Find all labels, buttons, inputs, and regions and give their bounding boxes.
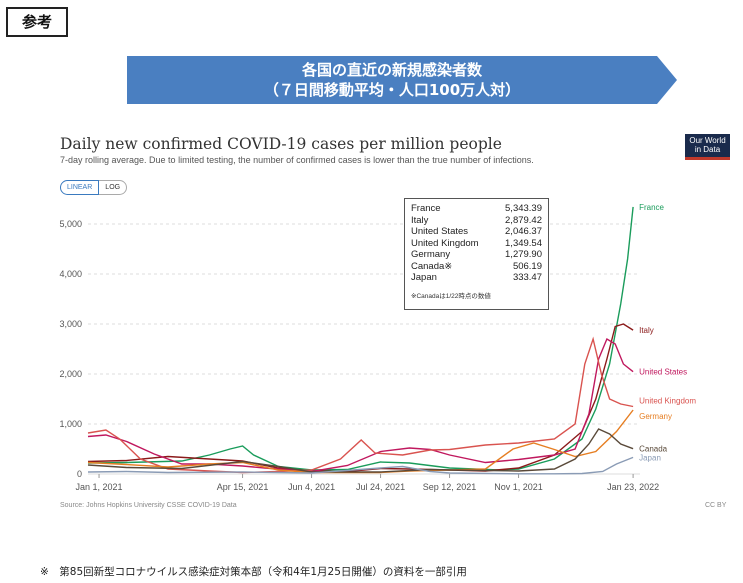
y-tick-label: 1,000: [59, 419, 82, 429]
value-row: France 5,343.39: [411, 203, 542, 215]
value-row: Japan 333.47: [411, 272, 542, 284]
scale-toggle: LINEAR LOG: [60, 180, 128, 195]
value-row-number: 1,349.54: [505, 237, 542, 249]
banner-line-1: 各国の直近の新規感染者数: [301, 61, 482, 79]
logo-line-1: Our World: [689, 136, 726, 145]
logo-line-2: in Data: [694, 145, 721, 154]
banner-line-2: （７日間移動平均・人口100万人対）: [263, 81, 521, 99]
series-label: Canada: [639, 445, 668, 454]
reference-tag: 参考: [6, 7, 68, 37]
value-row-number: 1,279.90: [505, 249, 542, 260]
chart-title: Daily new confirmed COVID-19 cases per m…: [60, 135, 502, 153]
line-chart: 0 1,000 2,000 3,000 4,000 5,000 Jan 1, 2021 Apr…: [59, 203, 696, 492]
linear-tab[interactable]: LINEAR: [60, 180, 100, 195]
series-label: Italy: [639, 326, 654, 335]
value-row-country: United States: [411, 226, 469, 237]
series-label: Germany: [639, 412, 672, 421]
log-tab[interactable]: LOG: [99, 180, 128, 195]
banner-arrow-shape: [127, 56, 677, 104]
value-row-number: 5,343.39: [505, 203, 542, 214]
y-tick-label: 0: [77, 469, 82, 479]
series-line-united-kingdom: [87, 336, 634, 474]
title-banner: [127, 56, 677, 104]
x-tick-label: Jun 4, 2021: [288, 482, 335, 492]
y-tick-label: 4,000: [59, 269, 82, 279]
x-tick-label: Jan 1, 2021: [76, 482, 123, 492]
value-row-country: Japan: [411, 272, 437, 283]
y-tick-label: 3,000: [59, 319, 82, 329]
y-tick-label: 2,000: [59, 369, 82, 379]
value-row-country: Italy: [411, 214, 429, 226]
x-tick-label: Apr 15, 2021: [217, 482, 269, 492]
value-row-number: 2,879.42: [505, 214, 542, 226]
value-row: United States 2,046.37: [411, 226, 542, 238]
value-row-number: 333.47: [512, 272, 542, 283]
series-label: Japan: [639, 453, 661, 462]
value-row-number: 506.19: [512, 260, 542, 272]
chart-subtitle: 7-day rolling average. Due to limited te…: [60, 155, 534, 165]
value-row-country: Canada※: [411, 260, 453, 272]
value-row-country: Germany: [411, 249, 451, 260]
series-label: France: [639, 203, 664, 212]
series-line-france: [87, 206, 634, 471]
value-row-country: France: [411, 203, 441, 214]
values-note: ※Canadaは1/22時点の数値: [411, 292, 491, 300]
x-tick-label: Sep 12, 2021: [423, 482, 477, 492]
footnote: ※ 第85回新型コロナウイルス感染症対策本部（令和4年1月25日開催）の資料を一…: [40, 566, 467, 578]
value-row: Germany 1,279.90: [411, 249, 542, 261]
values-list: France 5,343.39 Italy 2,879.42 United States…: [411, 203, 542, 284]
series-label: United Kingdom: [639, 397, 696, 406]
owid-logo: Our World in Data: [685, 134, 730, 160]
y-tick-label: 5,000: [59, 219, 82, 229]
value-row: Canada※ 506.19: [411, 261, 542, 273]
x-tick-label: Nov 1, 2021: [494, 482, 543, 492]
series-line-italy: [87, 323, 634, 473]
values-box: France 5,343.39 Italy 2,879.42 United States…: [404, 198, 549, 310]
series-line-japan: [87, 456, 634, 475]
license-label: CC BY: [705, 502, 727, 509]
value-row: United Kingdom 1,349.54: [411, 238, 542, 250]
value-row-number: 2,046.37: [505, 226, 542, 237]
x-tick-label: Jan 23, 2022: [607, 482, 659, 492]
value-row: Italy 2,879.42: [411, 215, 542, 227]
series-line-united-states: [87, 337, 634, 473]
value-row-country: United Kingdom: [411, 237, 479, 249]
x-tick-label: Jul 24, 2021: [356, 482, 405, 492]
chart-source: Source: Johns Hopkins University CSSE CO…: [60, 502, 237, 509]
series-label: United States: [639, 368, 687, 377]
banner-text: 各国の直近の新規感染者数 （７日間移動平均・人口100万人対）: [127, 60, 657, 100]
series-line-canada: [87, 428, 634, 473]
